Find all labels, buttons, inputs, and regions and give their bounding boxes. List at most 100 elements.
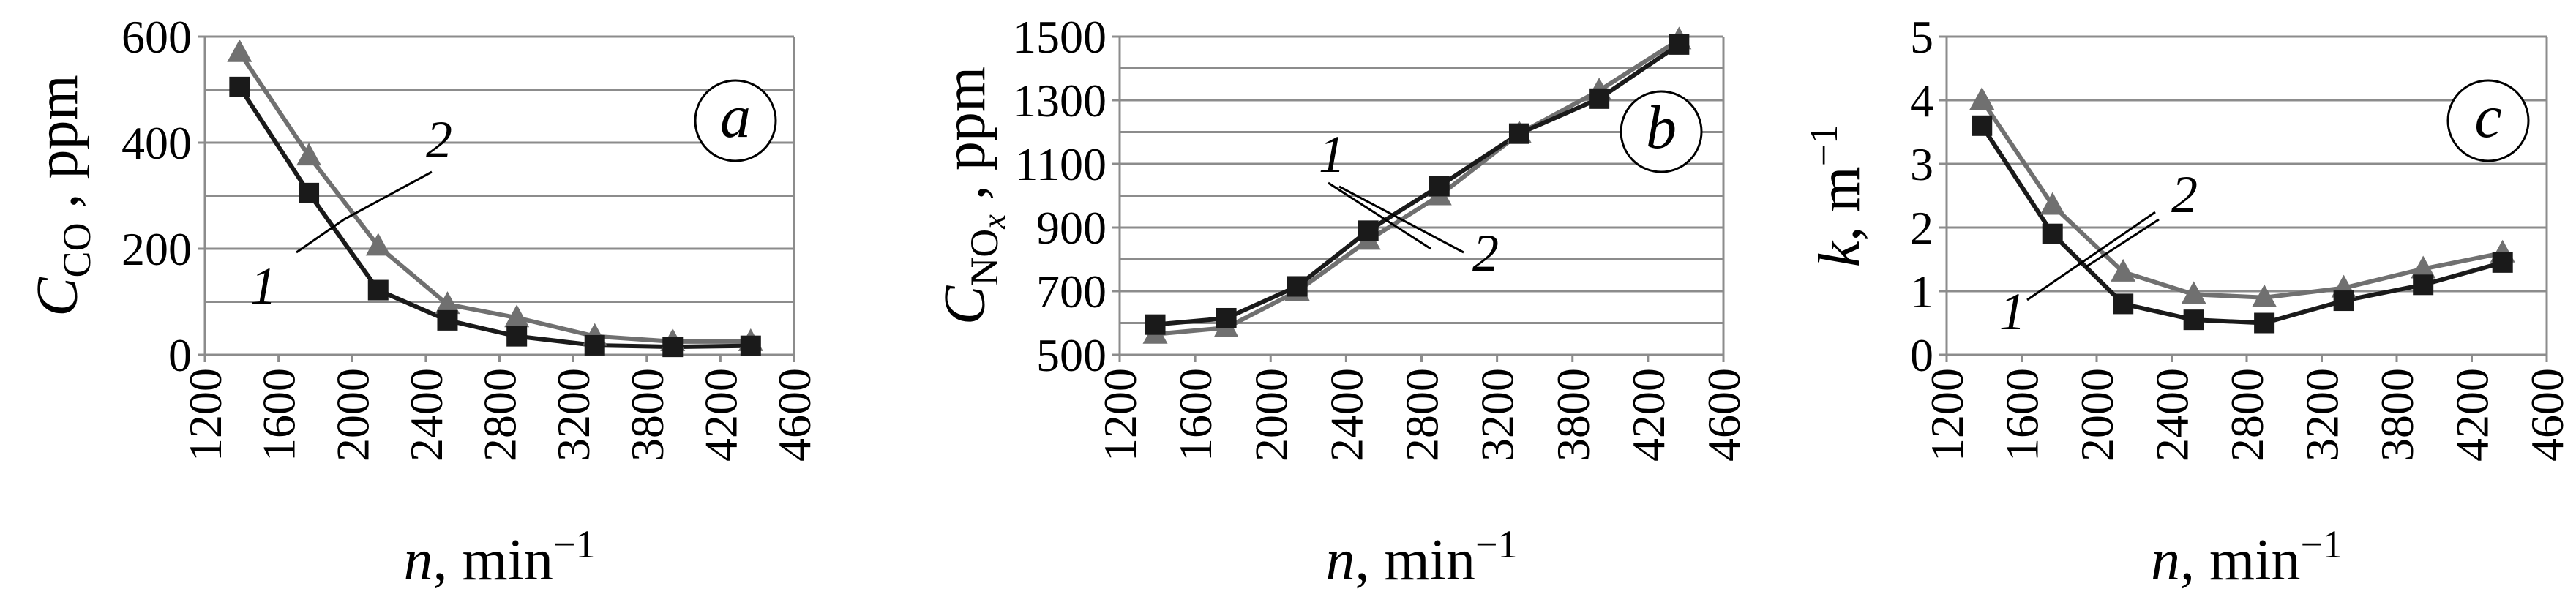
annotation-leader-c — [2085, 218, 2160, 268]
x-tick-label-a: 4600 — [768, 368, 820, 462]
y-tick-label-a: 0 — [168, 329, 192, 381]
data-point-c-1 — [2492, 252, 2513, 273]
panel-letter-c: c — [2474, 83, 2501, 151]
x-tick-label-a: 4200 — [694, 368, 746, 462]
y-tick-label-c: 2 — [1910, 202, 1933, 254]
x-tick-label-c: 3200 — [2296, 368, 2348, 462]
annotation-label-a: 2 — [426, 110, 452, 169]
y-tick-label-c: 1 — [1910, 266, 1933, 317]
x-tick-label-c: 2800 — [2221, 368, 2273, 462]
x-tick-label-c: 4200 — [2446, 368, 2498, 462]
data-point-b-1 — [1508, 123, 1530, 144]
data-point-b-1 — [1216, 307, 1237, 328]
x-tick-label-b: 1600 — [1169, 368, 1221, 462]
annotation-leader-a — [343, 170, 433, 221]
data-point-c-2 — [2252, 284, 2277, 307]
y-tick-label-a: 200 — [121, 223, 192, 275]
y-tick-label-b: 500 — [1036, 329, 1107, 381]
data-point-c-2 — [2411, 255, 2436, 279]
data-point-c-1 — [1972, 115, 1993, 136]
y-tick-label-b: 1100 — [1014, 138, 1107, 190]
data-point-a-1 — [229, 76, 250, 97]
annotation-leader-b — [1338, 185, 1464, 254]
x-tick-label-a: 1600 — [253, 368, 305, 462]
x-axis-label-b: n, min−1 — [1326, 522, 1518, 593]
x-tick-label-a: 2000 — [326, 368, 378, 462]
panel-letter-circle — [2446, 79, 2530, 162]
data-point-a-1 — [584, 334, 605, 356]
y-tick-label-c: 3 — [1910, 138, 1933, 190]
x-tick-label-c: 1200 — [1921, 368, 1973, 462]
series-line-b-2 — [1155, 37, 1680, 337]
data-point-a-1 — [367, 279, 389, 301]
data-point-a-1 — [506, 326, 528, 347]
series-line-a-2 — [237, 51, 751, 344]
x-tick-label-a: 3800 — [621, 368, 673, 462]
x-tick-label-b: 2000 — [1245, 368, 1297, 462]
x-tick-label-a: 2800 — [474, 368, 526, 462]
data-point-c-2 — [1969, 87, 1995, 110]
x-tick-label-b: 3800 — [1547, 368, 1599, 462]
data-point-b-1 — [1669, 34, 1690, 55]
x-axis-label-c: n, min−1 — [2151, 522, 2343, 593]
y-tick-label-b: 700 — [1036, 266, 1107, 317]
annotation-label-c: 2 — [2171, 165, 2198, 224]
data-point-c-2 — [2111, 258, 2136, 282]
y-axis-label-b: CNOx , ppm — [933, 67, 1012, 325]
annotation-leader-a — [296, 218, 345, 254]
series-line-c-2 — [1980, 99, 2504, 300]
x-tick-label-a: 2400 — [400, 368, 452, 462]
y-axis-label-a: CCO , ppm — [26, 75, 99, 317]
panel-letter-circle — [1620, 90, 1703, 173]
x-tick-label-b: 4600 — [1698, 368, 1750, 462]
data-point-c-1 — [2042, 223, 2063, 244]
data-point-a-2 — [435, 291, 460, 315]
annotation-label-c: 1 — [1999, 282, 2026, 341]
annotation-label-b: 1 — [1319, 125, 1345, 184]
x-tick-label-b: 2400 — [1320, 368, 1372, 462]
data-point-a-2 — [504, 304, 530, 328]
data-point-c-1 — [2183, 309, 2204, 331]
data-point-c-1 — [2254, 312, 2275, 334]
y-tick-label-b: 1300 — [1013, 75, 1107, 127]
panel-letter-a: a — [720, 83, 751, 151]
data-point-b-1 — [1589, 88, 1610, 109]
x-tick-label-b: 1200 — [1094, 368, 1146, 462]
y-tick-label-c: 4 — [1910, 75, 1933, 127]
y-tick-label-a: 400 — [121, 117, 192, 169]
data-point-c-1 — [2113, 293, 2134, 315]
data-point-c-1 — [2333, 290, 2354, 312]
data-point-b-1 — [1145, 314, 1166, 335]
data-point-b-1 — [1429, 176, 1450, 197]
data-point-a-1 — [299, 182, 320, 203]
panel-letter-b: b — [1646, 94, 1677, 162]
panel-letter-circle — [694, 79, 777, 162]
data-point-a-1 — [662, 337, 684, 358]
x-tick-label-b: 4200 — [1622, 368, 1674, 462]
x-tick-label-c: 1600 — [1996, 368, 2048, 462]
y-axis-label-c: k, m−1 — [1802, 124, 1872, 267]
y-tick-label-c: 5 — [1910, 11, 1933, 63]
data-point-c-1 — [2413, 274, 2434, 296]
x-tick-label-a: 1200 — [179, 368, 231, 462]
y-tick-label-b: 900 — [1036, 202, 1107, 254]
data-point-a-1 — [437, 309, 458, 331]
data-point-b-1 — [1358, 220, 1379, 241]
y-tick-label-c: 0 — [1910, 329, 1933, 381]
data-point-c-2 — [2040, 192, 2065, 215]
annotation-leader-c — [2026, 211, 2156, 301]
series-line-a-1 — [237, 86, 751, 350]
x-tick-label-b: 3200 — [1472, 368, 1524, 462]
x-tick-label-c: 2000 — [2071, 368, 2123, 462]
data-point-b-1 — [1287, 276, 1308, 297]
annotation-label-b: 2 — [1472, 224, 1499, 282]
x-tick-label-c: 3800 — [2371, 368, 2423, 462]
x-tick-label-b: 2800 — [1396, 368, 1448, 462]
data-point-a-2 — [227, 39, 252, 62]
y-tick-label-b: 1500 — [1013, 11, 1107, 63]
x-axis-label-a: n, min−1 — [404, 522, 596, 593]
x-tick-label-a: 3200 — [547, 368, 599, 462]
data-point-c-2 — [2181, 281, 2206, 304]
